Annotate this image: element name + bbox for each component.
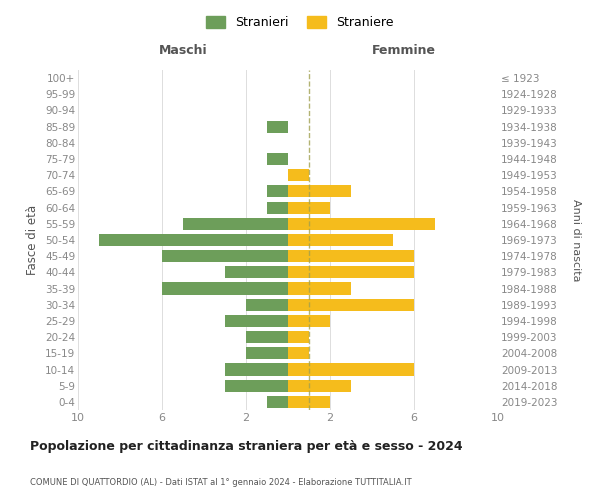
Bar — [288, 298, 414, 311]
Bar — [288, 218, 435, 230]
Bar — [288, 186, 351, 198]
Bar — [288, 331, 309, 343]
Bar — [225, 315, 288, 327]
Bar — [267, 120, 288, 132]
Bar — [288, 348, 309, 360]
Bar — [267, 396, 288, 408]
Bar — [288, 282, 351, 294]
Text: COMUNE DI QUATTORDIO (AL) - Dati ISTAT al 1° gennaio 2024 - Elaborazione TUTTITA: COMUNE DI QUATTORDIO (AL) - Dati ISTAT a… — [30, 478, 412, 487]
Bar — [288, 380, 351, 392]
Bar — [288, 266, 414, 278]
Bar — [267, 202, 288, 213]
Bar — [288, 364, 414, 376]
Bar — [267, 153, 288, 165]
Text: Femmine: Femmine — [371, 44, 436, 57]
Bar — [246, 331, 288, 343]
Bar — [288, 202, 330, 213]
Bar — [225, 266, 288, 278]
Bar — [225, 380, 288, 392]
Text: Popolazione per cittadinanza straniera per età e sesso - 2024: Popolazione per cittadinanza straniera p… — [30, 440, 463, 453]
Bar — [288, 396, 330, 408]
Bar — [267, 186, 288, 198]
Bar — [288, 169, 309, 181]
Text: Maschi: Maschi — [158, 44, 208, 57]
Legend: Stranieri, Straniere: Stranieri, Straniere — [202, 11, 398, 34]
Bar — [288, 250, 414, 262]
Bar — [288, 234, 393, 246]
Bar — [246, 298, 288, 311]
Bar — [225, 364, 288, 376]
Bar — [246, 348, 288, 360]
Bar — [162, 282, 288, 294]
Bar — [183, 218, 288, 230]
Bar — [162, 250, 288, 262]
Bar — [288, 315, 330, 327]
Y-axis label: Anni di nascita: Anni di nascita — [571, 198, 581, 281]
Bar — [99, 234, 288, 246]
Y-axis label: Fasce di età: Fasce di età — [26, 205, 40, 275]
